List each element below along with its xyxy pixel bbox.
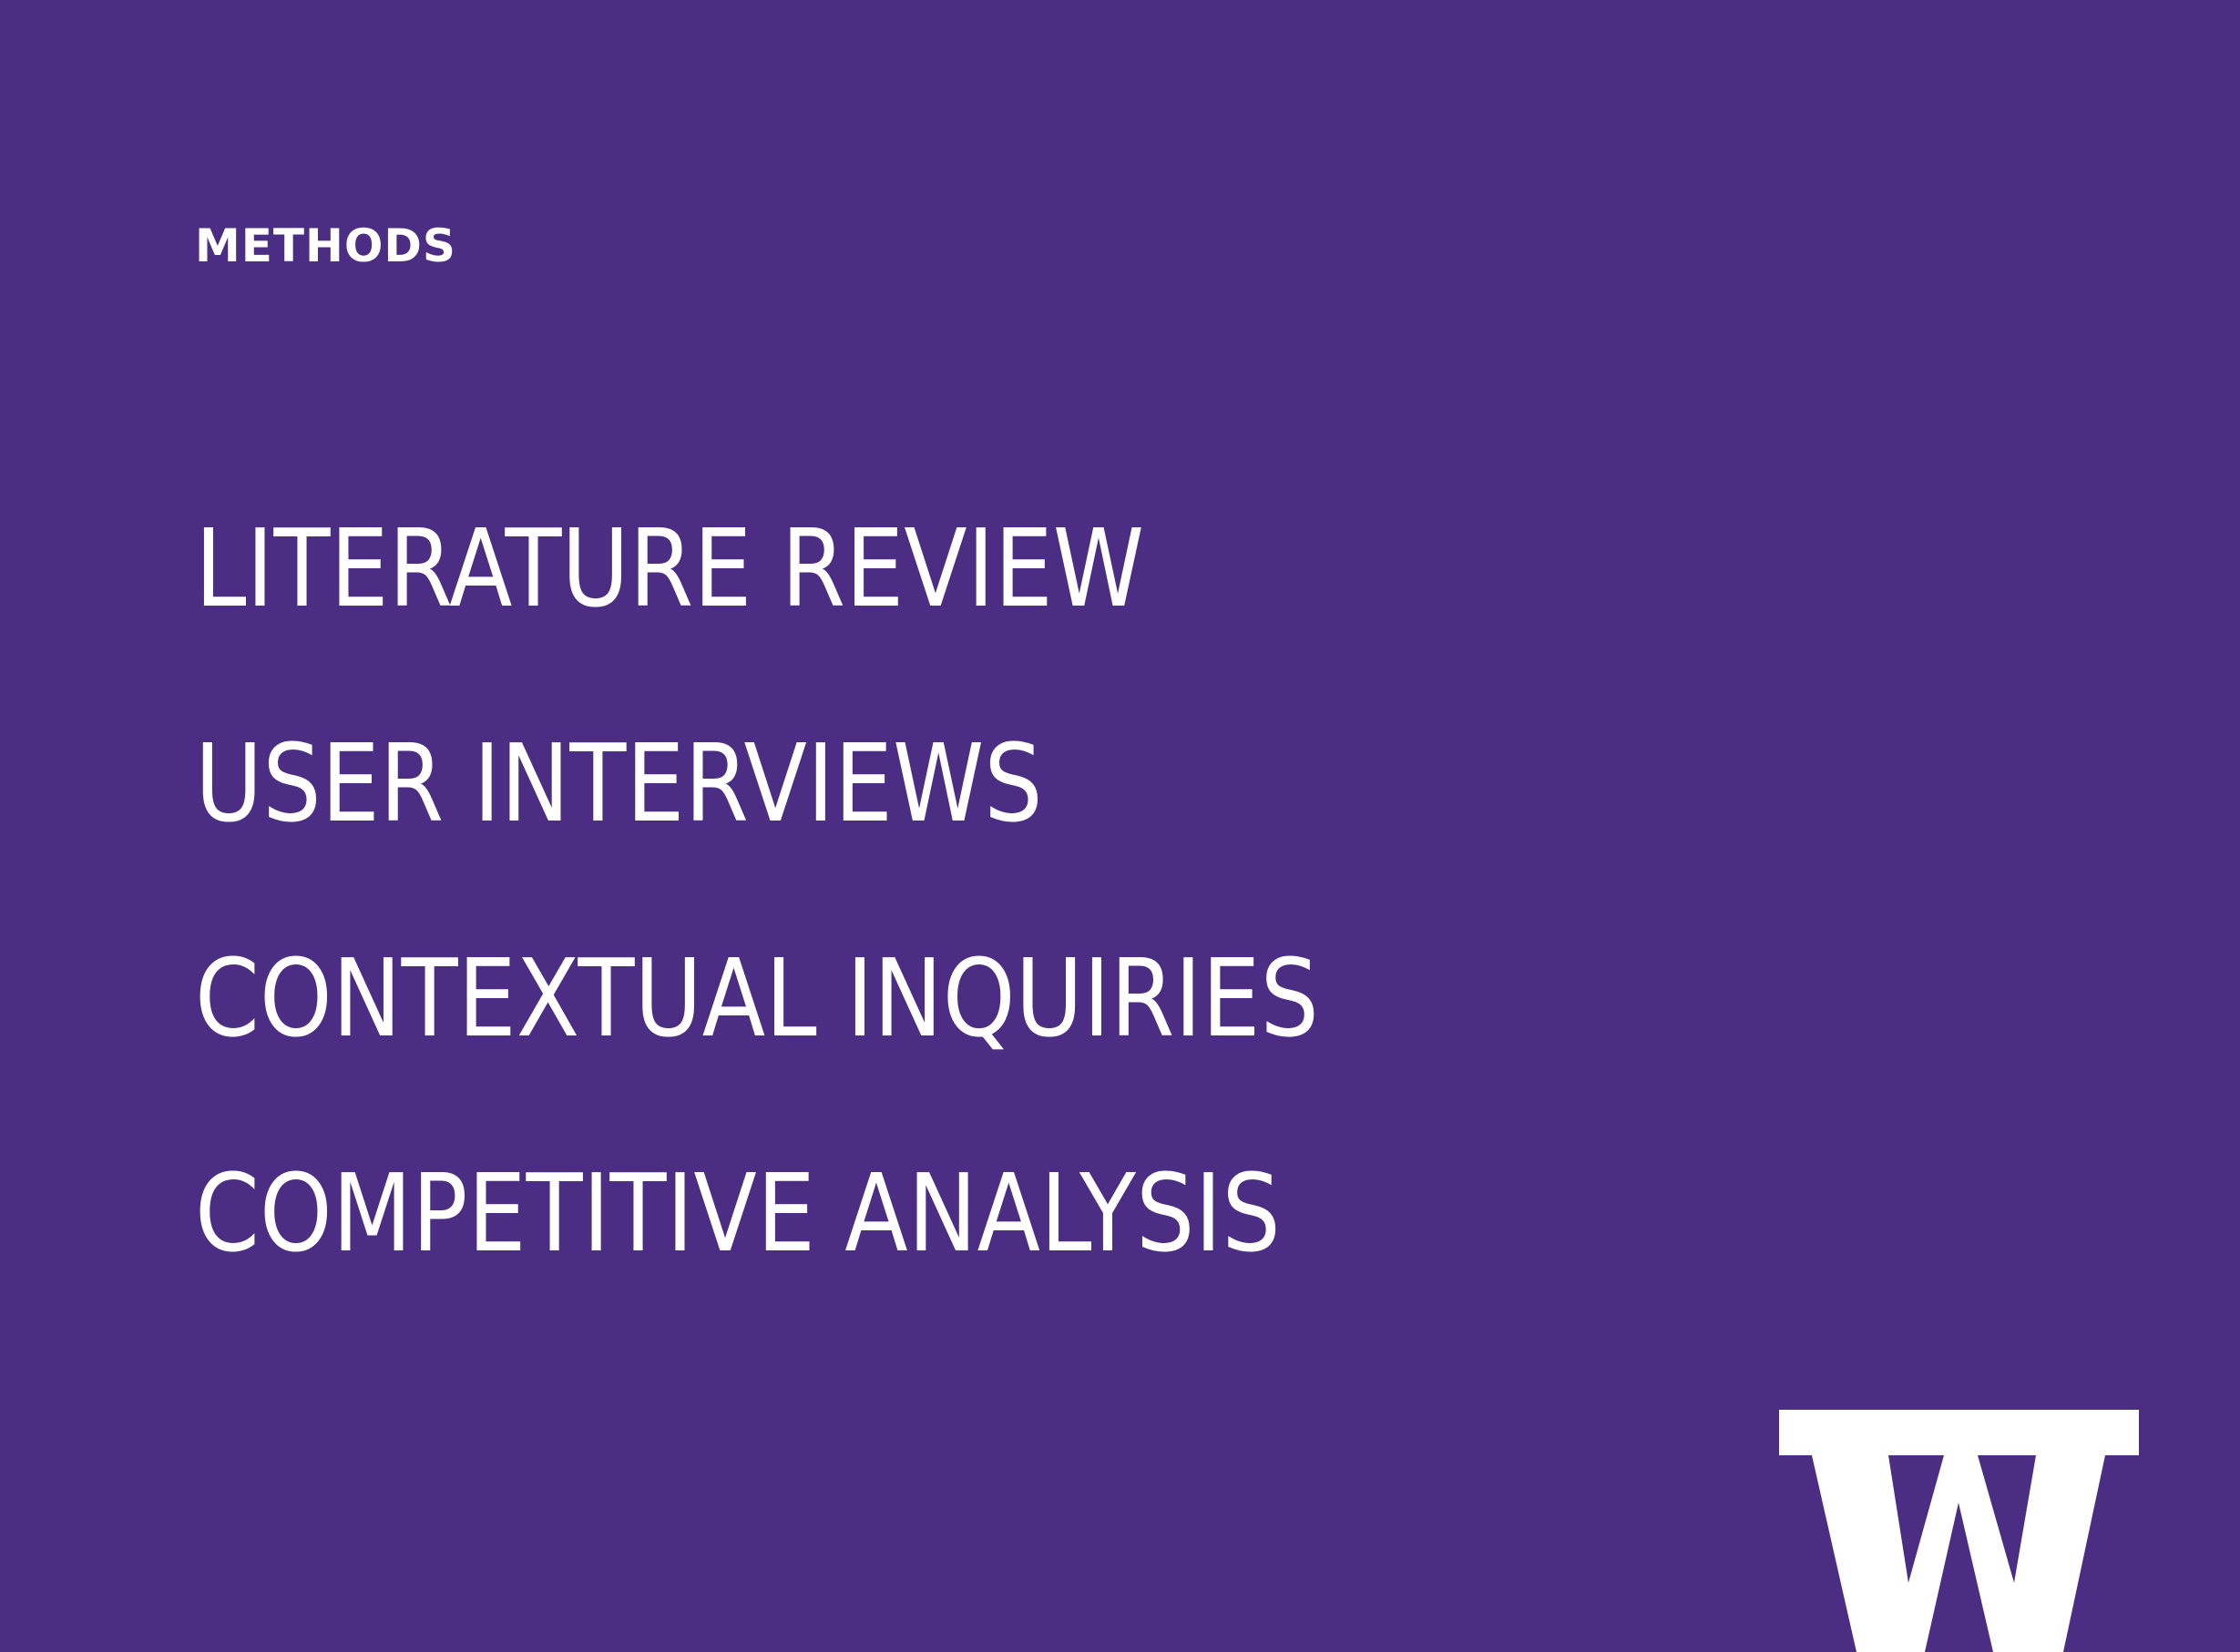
method-item-literature-review: LITERATURE REVIEW bbox=[195, 505, 1145, 631]
university-w-logo-icon bbox=[1779, 1410, 2139, 1652]
section-label: METHODS bbox=[195, 219, 456, 272]
method-item-contextual-inquiries: CONTEXTUAL INQUIRIES bbox=[195, 935, 1319, 1061]
method-item-user-interviews: USER INTERVIEWS bbox=[195, 720, 1043, 846]
methods-list: LITERATURE REVIEW USER INTERVIEWS CONTEX… bbox=[195, 515, 1502, 1374]
method-item-competitive-analysis: COMPETITIVE ANALYSIS bbox=[195, 1150, 1281, 1276]
